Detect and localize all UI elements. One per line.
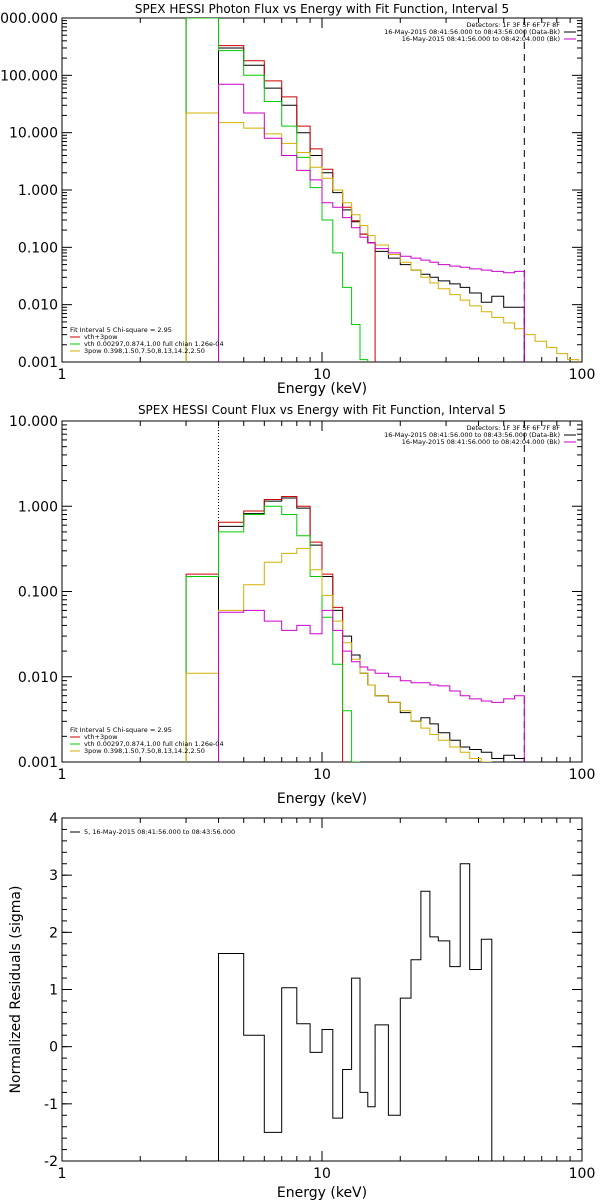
chart-panel-2: SPEX HESSI Count Flux vs Energy with Fit… — [9, 403, 595, 807]
y-tick-label: 0.010 — [18, 298, 58, 314]
y-tick-label: 0 — [49, 1040, 58, 1056]
x-axis-label: Energy (keV) — [277, 1185, 367, 1200]
series-line-residuals — [218, 863, 493, 1161]
info-line: 16-May-2015 08:41:56.000 to 08:42:04.000… — [402, 438, 560, 446]
y-axis: -2 -1 0 1 2 3 4 — [44, 811, 582, 1170]
info-block: Detectors: 1F 3F 5F 6F 7F 8F16-May-2015 … — [384, 424, 576, 446]
y-tick-label: 10.000 — [9, 414, 58, 430]
series-group — [185, 18, 580, 362]
x-tick-label: 10 — [313, 367, 331, 383]
y-tick-label: -1 — [44, 1097, 58, 1113]
x-tick-label: 100 — [569, 1166, 596, 1182]
info-line: Detectors: 1F 3F 5F 6F 7F 8F — [466, 21, 560, 29]
y-tick-label: 1.000 — [18, 499, 58, 515]
series-line-3pow — [185, 547, 492, 762]
legend-text: vth 0.00297,0.874,1.00 full chian 1.26e-… — [84, 740, 224, 748]
y-axis: 0.001 0.010 0.100 1.000 10.000 100.000 1000.00… — [0, 11, 582, 371]
y-tick-label: 0.010 — [18, 670, 58, 686]
chart-panel-1: SPEX HESSI Photon Flux vs Energy with Fi… — [0, 2, 595, 397]
series-line-data-bk — [218, 497, 525, 762]
series-group — [185, 421, 525, 762]
series-line-vth-3pow — [185, 496, 344, 762]
y-tick-label: 2 — [49, 925, 58, 941]
x-axis: 1 10 100 — [58, 421, 596, 783]
series-line-bk — [218, 609, 525, 762]
plot-frame — [61, 817, 583, 1162]
chart-title: SPEX HESSI Count Flux vs Energy with Fit… — [138, 403, 506, 417]
y-tick-label: 0.100 — [18, 585, 58, 601]
series-line-bk — [218, 83, 525, 362]
series-line-3pow — [185, 112, 580, 362]
x-axis: 1 10 100 — [58, 18, 596, 383]
y-tick-label: 3 — [49, 868, 58, 884]
fit-legend: Fit Interval 5 Chi-square = 2.95vth+3pow… — [70, 726, 224, 755]
y-tick-label: -2 — [44, 1154, 58, 1170]
chart-panel-3: Energy (keV) Normalized Residuals (sigma)… — [8, 811, 595, 1200]
y-tick-label: 4 — [49, 811, 58, 827]
y-tick-label: 0.100 — [18, 240, 58, 256]
x-tick-label: 10 — [313, 767, 331, 783]
x-tick-label: 100 — [569, 767, 596, 783]
legend-text: vth+3pow — [84, 733, 118, 741]
legend-text: 3pow 0.398,1.50,7.50,8.13,14.2,2.50 — [84, 747, 205, 755]
x-tick-label: 100 — [569, 367, 596, 383]
legend-text: Fit Interval 5 Chi-square = 2.95 — [70, 326, 172, 334]
y-axis-label: Normalized Residuals (sigma) — [8, 886, 24, 1094]
x-axis: 1 10 100 — [58, 818, 596, 1182]
series-group — [218, 863, 493, 1161]
x-tick-label: 1 — [58, 767, 67, 783]
y-tick-label: 0.001 — [18, 755, 58, 771]
fit-legend: 5, 16-May-2015 08:41:56.000 to 08:43:56.… — [70, 828, 235, 836]
legend-text: vth 0.00297,0.874,1.00 full chian 1.26e-… — [84, 340, 224, 348]
info-line: 16-May-2015 08:41:56.000 to 08:43:56.000… — [384, 431, 560, 439]
x-tick-label: 10 — [313, 1166, 331, 1182]
info-line: 16-May-2015 08:41:56.000 to 08:42:04.000… — [402, 35, 560, 43]
y-axis: 0.001 0.010 0.100 1.000 10.000 — [9, 414, 582, 771]
series-line-vth-3pow — [185, 18, 376, 362]
chart-title: SPEX HESSI Photon Flux vs Energy with Fi… — [135, 2, 509, 16]
legend-text: Fit Interval 5 Chi-square = 2.95 — [70, 726, 172, 734]
legend-text: 5, 16-May-2015 08:41:56.000 to 08:43:56.… — [84, 828, 235, 836]
legend-text: vth+3pow — [84, 333, 118, 341]
info-line: 16-May-2015 08:41:56.000 to 08:43:56.000… — [384, 28, 560, 36]
series-line-vth — [185, 505, 360, 762]
info-line: Detectors: 1F 3F 5F 6F 7F 8F — [466, 424, 560, 432]
x-tick-label: 1 — [58, 367, 67, 383]
x-axis-label: Energy (keV) — [277, 791, 367, 807]
y-tick-label: 1 — [49, 983, 58, 999]
x-tick-label: 1 — [58, 1166, 67, 1182]
y-tick-label: 0.001 — [18, 355, 58, 371]
y-tick-label: 10.000 — [9, 126, 58, 142]
info-block: Detectors: 1F 3F 5F 6F 7F 8F16-May-2015 … — [384, 21, 576, 43]
x-axis-label: Energy (keV) — [277, 381, 367, 397]
legend-text: 3pow 0.398,1.50,7.50,8.13,14.2,2.50 — [84, 347, 205, 355]
y-tick-label: 1.000 — [18, 183, 58, 199]
fit-legend: Fit Interval 5 Chi-square = 2.95vth+3pow… — [70, 326, 224, 355]
y-tick-label: 100.000 — [0, 68, 58, 84]
